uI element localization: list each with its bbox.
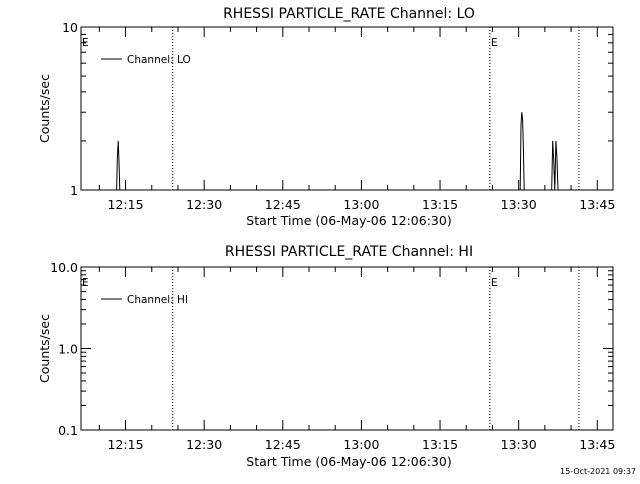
x-tick-label: 13:15 [422, 437, 458, 452]
event-marker-label: E [82, 277, 89, 289]
x-tick-label: 13:30 [501, 437, 537, 452]
chart-panel-2: RHESSI PARTICLE_RATE Channel: HI 0.1 1.0 10… [37, 244, 615, 469]
series-line-1 [116, 112, 559, 191]
chart-panel-1: RHESSI PARTICLE_RATE Channel: LO 1 10 12:15… [37, 6, 615, 228]
x-tick-label: 13:30 [501, 197, 537, 212]
x-axis-label: Start Time (06-May-06 12:06:30) [246, 213, 451, 228]
y-tick-label: 1.0 [58, 342, 78, 357]
legend-label: Channel: HI [127, 294, 188, 306]
event-line-label: E [491, 37, 498, 49]
x-tick-label: 13:00 [343, 197, 379, 212]
x-tick-label: 12:15 [108, 197, 144, 212]
x-tick-label: 13:00 [343, 437, 379, 452]
y-tick-label: 10 [62, 20, 78, 35]
chart-title: RHESSI PARTICLE_RATE Channel: HI [225, 244, 473, 260]
footer-timestamp: 15-Oct-2021 09:37 [560, 467, 636, 476]
x-axis-label: Start Time (06-May-06 12:06:30) [246, 454, 451, 469]
chart-title: RHESSI PARTICLE_RATE Channel: LO [223, 6, 475, 22]
x-tick-label: 13:15 [422, 197, 458, 212]
x-tick-label: 12:30 [186, 437, 222, 452]
event-line-label: E [491, 277, 498, 289]
x-tick-label: 13:45 [579, 437, 615, 452]
legend-label: Channel: LO [127, 54, 191, 66]
y-tick-label: 1 [70, 183, 78, 198]
plot-frame [80, 266, 614, 431]
x-tick-label: 13:45 [579, 197, 615, 212]
plot-frame [80, 26, 614, 191]
x-tick-label: 12:15 [108, 437, 144, 452]
x-tick-label: 12:45 [265, 437, 301, 452]
y-tick-label: 0.1 [58, 423, 78, 438]
x-tick-label: 12:30 [186, 197, 222, 212]
y-tick-label: 10.0 [50, 260, 78, 275]
y-axis-label: Counts/sec [37, 74, 52, 143]
x-tick-label: 12:45 [265, 197, 301, 212]
y-axis-label: Counts/sec [37, 314, 52, 383]
event-marker-label: E [82, 37, 89, 49]
